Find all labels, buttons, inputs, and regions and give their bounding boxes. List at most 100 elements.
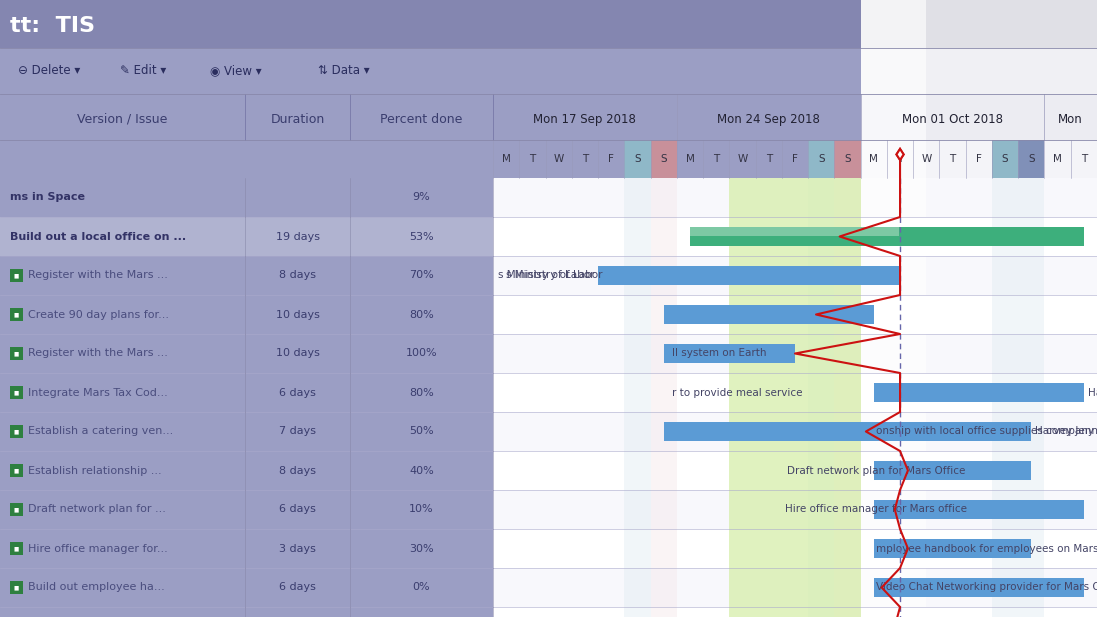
Text: 10 days: 10 days	[275, 349, 319, 358]
Bar	[651, 373, 677, 412]
Bar	[992, 217, 1018, 256]
Text: ◉ View ▾: ◉ View ▾	[210, 65, 261, 78]
Bar	[808, 412, 835, 451]
Text: ⇅ Data ▾: ⇅ Data ▾	[318, 65, 370, 78]
Bar	[730, 607, 861, 617]
Text: Create 90 day plans for...: Create 90 day plans for...	[29, 310, 169, 320]
Bar	[10, 308, 23, 321]
Bar	[651, 490, 677, 529]
Bar	[874, 578, 1084, 597]
Bar	[10, 386, 23, 399]
Text: Hire office manager for Mars office: Hire office manager for Mars office	[785, 505, 968, 515]
Bar	[690, 227, 1084, 246]
Bar	[861, 0, 926, 617]
Text: T: T	[713, 154, 720, 164]
Text: S: S	[660, 154, 667, 164]
Bar	[808, 256, 835, 295]
Bar	[10, 581, 23, 594]
Bar	[808, 568, 835, 607]
Text: ■: ■	[14, 390, 19, 395]
Bar	[651, 295, 677, 334]
Text: S: S	[845, 154, 851, 164]
Text: ■: ■	[14, 546, 19, 551]
Bar	[1018, 451, 1044, 490]
Text: Version / Issue: Version / Issue	[77, 113, 168, 126]
Bar	[992, 490, 1018, 529]
Bar	[624, 295, 651, 334]
Bar	[624, 140, 651, 178]
Bar	[624, 373, 651, 412]
Bar	[730, 412, 861, 451]
Bar	[730, 490, 861, 529]
Text: ⊖ Delete ▾: ⊖ Delete ▾	[18, 65, 80, 78]
Text: F: F	[976, 154, 982, 164]
Text: Video Chat Networking provider for Mars Office: Video Chat Networking provider for Mars …	[877, 582, 1097, 592]
Text: M: M	[501, 154, 510, 164]
Bar	[10, 347, 23, 360]
Bar	[0, 48, 1097, 94]
Bar	[624, 490, 651, 529]
Polygon shape	[896, 149, 904, 160]
Bar	[624, 256, 651, 295]
Bar	[10, 269, 23, 282]
Bar	[651, 334, 677, 373]
Bar	[730, 373, 861, 412]
Text: ■: ■	[14, 507, 19, 512]
Text: 100%: 100%	[406, 349, 438, 358]
Text: Draft network plan for ...: Draft network plan for ...	[29, 505, 166, 515]
Text: 10%: 10%	[409, 505, 433, 515]
Bar	[835, 217, 861, 256]
Text: r to provide meal service: r to provide meal service	[671, 387, 802, 397]
Bar	[493, 412, 1097, 451]
Text: 19 days: 19 days	[275, 231, 319, 241]
Text: ■: ■	[14, 312, 19, 317]
Bar	[992, 295, 1018, 334]
Bar	[808, 217, 835, 256]
Bar	[808, 373, 835, 412]
Bar	[730, 178, 861, 217]
Text: T: T	[897, 154, 903, 164]
Bar	[992, 412, 1018, 451]
Bar	[493, 217, 1097, 256]
Bar	[598, 266, 900, 285]
Text: 40%: 40%	[409, 465, 434, 476]
Bar	[730, 334, 861, 373]
Bar	[835, 373, 861, 412]
Bar	[808, 295, 835, 334]
Bar	[624, 334, 651, 373]
Bar	[651, 568, 677, 607]
Bar	[651, 178, 677, 217]
Text: Mon 17 Sep 2018: Mon 17 Sep 2018	[533, 113, 636, 126]
Bar	[835, 140, 861, 178]
Text: W: W	[921, 154, 931, 164]
Text: Duration: Duration	[270, 113, 325, 126]
Bar	[1018, 490, 1044, 529]
Text: ■: ■	[14, 429, 19, 434]
Text: 6 days: 6 days	[279, 582, 316, 592]
Text: 53%: 53%	[409, 231, 433, 241]
Bar	[0, 334, 493, 373]
Bar	[651, 607, 677, 617]
Bar	[835, 490, 861, 529]
Text: mployee handbook for employees on Mars: mployee handbook for employees on Mars	[877, 544, 1097, 553]
Text: 0%: 0%	[412, 582, 430, 592]
Bar	[874, 461, 1031, 480]
Bar	[10, 464, 23, 477]
Bar	[861, 140, 1097, 178]
Text: W: W	[554, 154, 564, 164]
Bar	[835, 568, 861, 607]
Bar	[10, 425, 23, 438]
Bar	[1018, 412, 1044, 451]
Bar	[624, 568, 651, 607]
Text: Harvey Jenn: Harvey Jenn	[1036, 426, 1097, 436]
Bar	[0, 217, 493, 256]
Bar	[10, 503, 23, 516]
Bar	[992, 140, 1018, 178]
Bar	[0, 373, 493, 412]
Bar	[1018, 140, 1044, 178]
Text: 3 days: 3 days	[279, 544, 316, 553]
Bar	[624, 412, 651, 451]
Text: 6 days: 6 days	[279, 387, 316, 397]
Bar	[1018, 178, 1044, 217]
Bar	[0, 256, 493, 295]
